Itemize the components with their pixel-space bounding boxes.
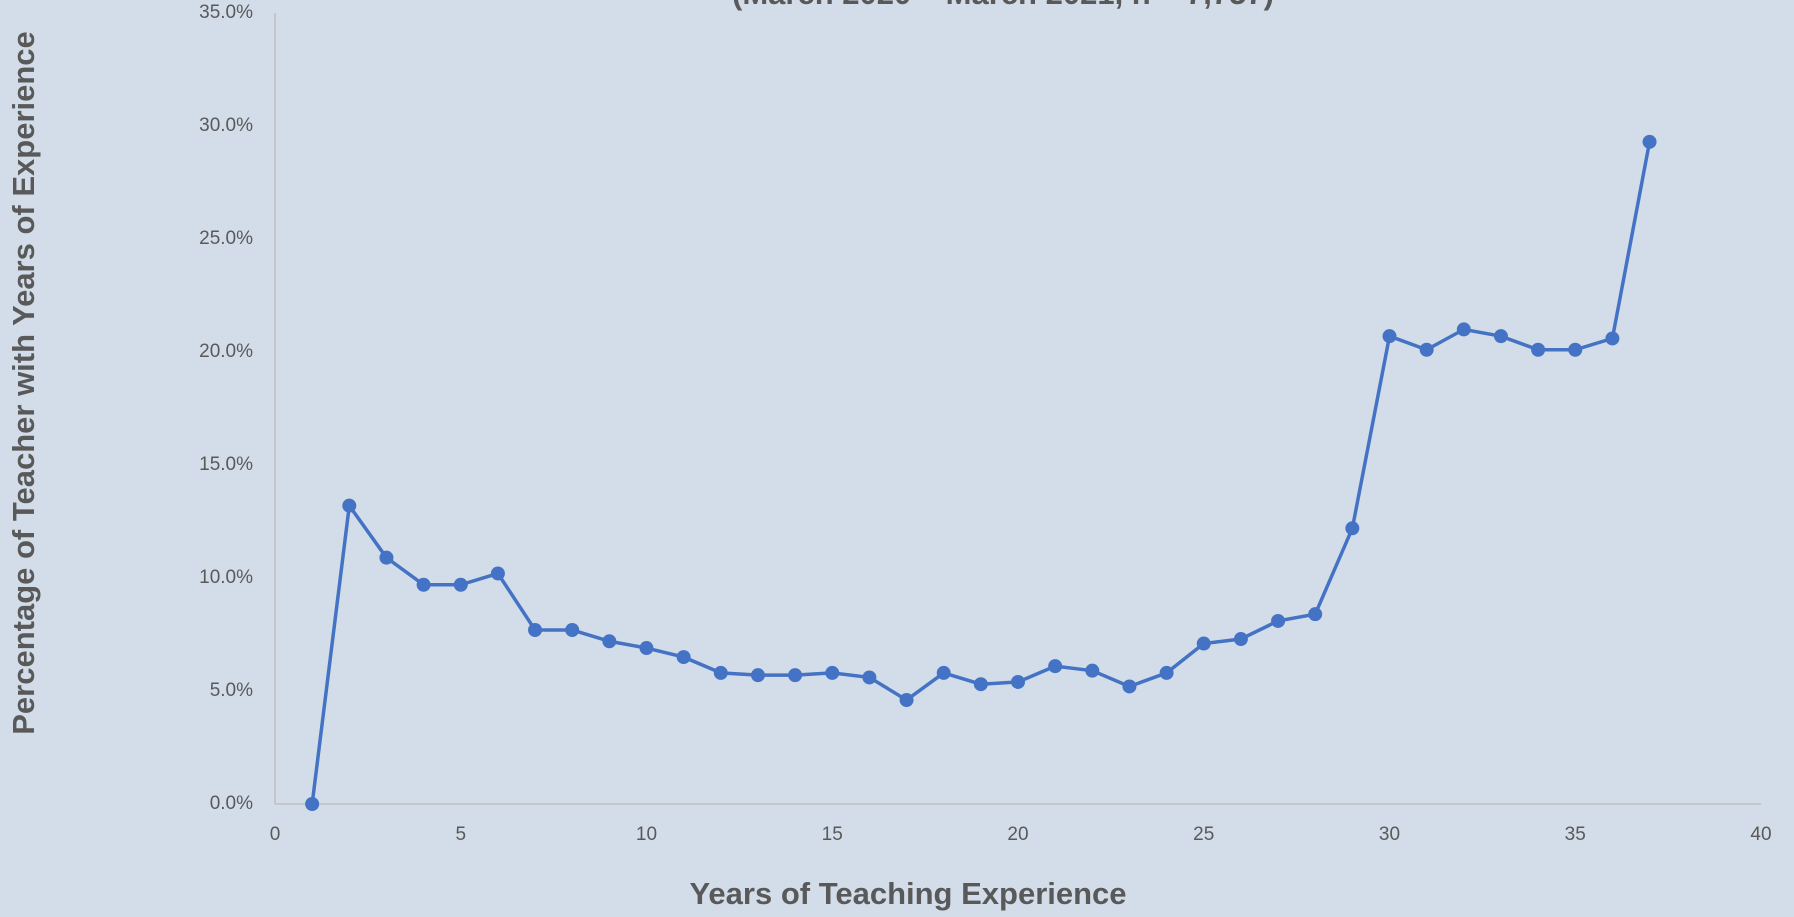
point — [1011, 674, 1025, 689]
point — [1382, 329, 1397, 344]
point — [453, 577, 468, 592]
point — [676, 650, 691, 665]
point — [1159, 665, 1174, 680]
y-axis-title: Percentage of Teacher with Years of Expe… — [6, 31, 41, 735]
x-tick-label: 25 — [1193, 824, 1214, 845]
point — [342, 498, 357, 513]
x-tick-label: 30 — [1379, 824, 1400, 845]
point — [1271, 613, 1286, 628]
point — [1493, 329, 1508, 344]
point — [1419, 342, 1434, 357]
point — [1605, 331, 1620, 346]
x-tick-label: 5 — [455, 824, 466, 845]
point — [713, 665, 728, 680]
y-tick-label: 0.0% — [210, 793, 253, 814]
point — [973, 677, 988, 692]
point — [825, 665, 840, 680]
point — [565, 622, 580, 637]
point — [1568, 342, 1583, 357]
y-tick-label: 15.0% — [199, 454, 253, 475]
x-tick-label: 35 — [1565, 824, 1586, 845]
point — [490, 566, 505, 581]
point — [1085, 663, 1100, 678]
point — [1456, 322, 1471, 337]
point — [1531, 342, 1546, 357]
point — [862, 670, 877, 685]
point — [1233, 632, 1248, 647]
point — [379, 550, 394, 565]
point — [1642, 134, 1657, 149]
point — [1122, 679, 1137, 694]
x-tick-label: 0 — [270, 824, 281, 845]
point — [1308, 607, 1323, 622]
point — [416, 577, 431, 592]
point — [639, 641, 654, 656]
x-axis-title: Years of Teaching Experience — [689, 876, 1126, 911]
chart-title: (March 2020 – March 2021, n = 7,757) — [732, 0, 1274, 11]
x-tick-label: 20 — [1007, 824, 1028, 845]
point — [1048, 659, 1063, 674]
point — [528, 622, 543, 637]
point — [602, 634, 617, 649]
point — [1345, 521, 1360, 536]
y-tick-label: 35.0% — [199, 2, 253, 23]
y-tick-label: 5.0% — [210, 680, 253, 701]
point — [936, 665, 951, 680]
y-tick-label: 25.0% — [199, 228, 253, 249]
line — [310, 141, 1652, 805]
x-tick-label: 40 — [1750, 824, 1771, 845]
y-tick-label: 20.0% — [199, 341, 253, 362]
point — [1196, 636, 1211, 651]
point — [788, 668, 803, 683]
y-tick-label: 30.0% — [199, 115, 253, 136]
point — [750, 668, 765, 683]
x-tick-label: 15 — [822, 824, 843, 845]
x-tick-label: 10 — [636, 824, 657, 845]
point — [899, 693, 914, 708]
point — [305, 797, 320, 811]
y-tick-label: 10.0% — [199, 567, 253, 588]
